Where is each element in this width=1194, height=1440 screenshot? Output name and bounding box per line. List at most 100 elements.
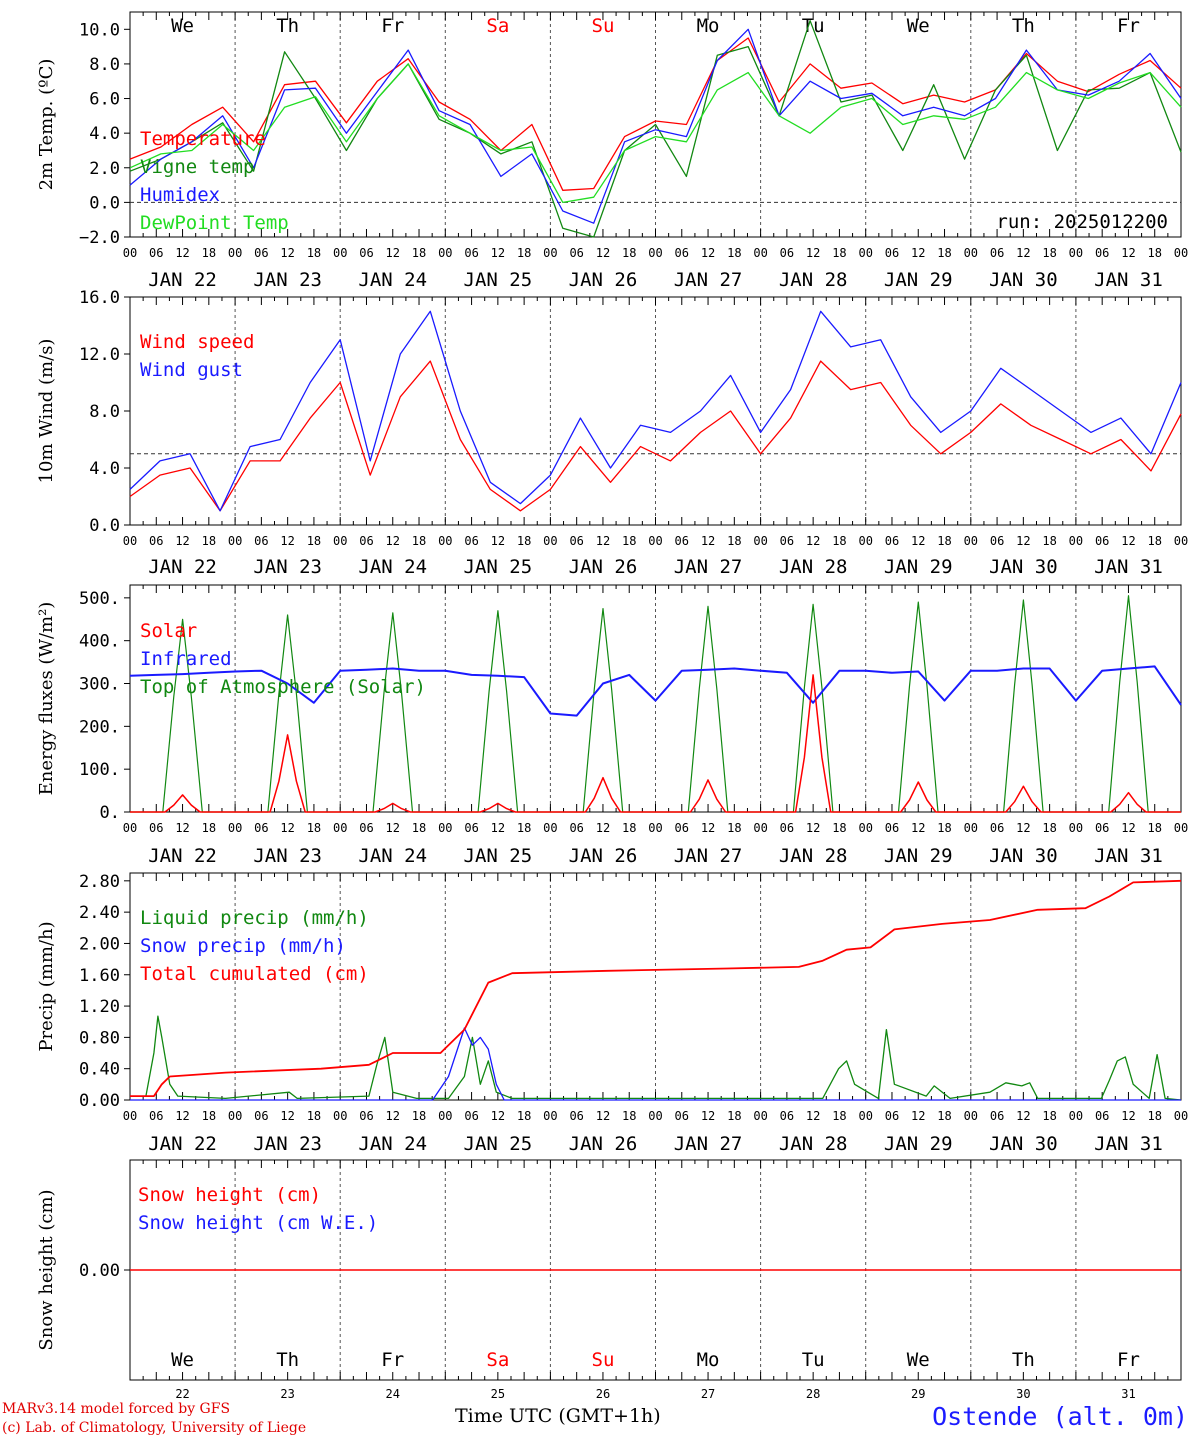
legend-entry: Wind gust [140, 359, 243, 381]
hour-label: 12 [1121, 246, 1135, 260]
hour-label: 18 [307, 534, 321, 548]
date-label: JAN 24 [358, 556, 427, 578]
hour-label: 06 [675, 1109, 689, 1123]
hour-label: 18 [622, 821, 636, 835]
hour-label: 12 [175, 821, 189, 835]
hour-label: 00 [438, 534, 452, 548]
panel-snow: 0.00 Snow height (cm) Snow height (cm) Snow… [36, 1159, 1182, 1401]
hour-label: 06 [359, 534, 373, 548]
hour-label: 06 [1095, 821, 1109, 835]
x-axis-title: Time UTC (GMT+1h) [455, 1405, 661, 1427]
y-tick-label: 400. [79, 632, 120, 652]
hour-label: 18 [517, 1109, 531, 1123]
date-label: JAN 29 [884, 1133, 953, 1155]
y-tick-label: 1.20 [79, 997, 120, 1017]
hour-label: 12 [280, 821, 294, 835]
legend-entry: Temperature [140, 128, 266, 150]
date-label: JAN 22 [148, 556, 217, 578]
hour-label: 06 [885, 246, 899, 260]
hour-label: 00 [858, 821, 872, 835]
weekday-label: Sa [486, 1349, 509, 1371]
hour-label: 18 [412, 1109, 426, 1123]
weekday-label: We [171, 1349, 194, 1371]
hour-label: 18 [517, 246, 531, 260]
hour-label: 00 [1069, 1109, 1083, 1123]
hour-label: 00 [753, 1109, 767, 1123]
hour-label: 18 [412, 534, 426, 548]
hour-label: 12 [386, 246, 400, 260]
hour-label: 00 [964, 821, 978, 835]
hour-label: 18 [1042, 1109, 1056, 1123]
date-label: JAN 22 [148, 845, 217, 867]
weekday-label: Th [276, 1349, 299, 1371]
date-label: JAN 29 [884, 556, 953, 578]
weekday-label: Th [1012, 1349, 1035, 1371]
y-tick-label: 10.0 [79, 20, 120, 40]
y-axis-title: Snow height (cm) [36, 1189, 57, 1350]
hour-label: 06 [990, 534, 1004, 548]
panel-wind: 00 06 12 18 JAN 22 00 06 12 18 JAN 23 00 06 12 18 JAN … [36, 288, 1188, 578]
hour-label: 18 [307, 246, 321, 260]
y-tick-label: 0.0 [89, 193, 120, 213]
date-label: JAN 28 [779, 269, 848, 291]
hour-label: 18 [202, 534, 216, 548]
day-number: 25 [491, 1387, 505, 1401]
hour-label: 12 [386, 821, 400, 835]
hour-label: 12 [491, 534, 505, 548]
series-line [129, 63, 1182, 204]
date-label: JAN 31 [1094, 269, 1163, 291]
run-annotation: run: 2025012200 [996, 211, 1168, 233]
day-number: 26 [596, 1387, 610, 1401]
panel-energy: 00 06 12 18 JAN 22 00 06 12 18 JAN 23 00 06 12 18 JAN … [36, 584, 1188, 867]
y-tick-label: 6.0 [89, 90, 120, 110]
hour-label: 12 [1016, 821, 1030, 835]
legend-entry: Liquid precip (mm/h) [140, 907, 369, 929]
weekday-label: Th [276, 15, 299, 37]
credit-line-1: MARv3.14 model forced by GFS [2, 1401, 231, 1417]
hour-label: 00 [648, 534, 662, 548]
date-label: JAN 30 [989, 269, 1058, 291]
hour-label: 12 [806, 534, 820, 548]
date-label: JAN 31 [1094, 845, 1163, 867]
hour-label: 12 [806, 246, 820, 260]
date-label: JAN 27 [674, 556, 743, 578]
weekday-label: Su [592, 15, 615, 37]
legend-entry: Solar [140, 620, 197, 642]
hour-label: 00 [1174, 246, 1188, 260]
hour-label: 06 [1095, 1109, 1109, 1123]
y-tick-label: 0.40 [79, 1060, 120, 1080]
day-number: 27 [701, 1387, 715, 1401]
hour-label: 06 [464, 246, 478, 260]
legend-entry: DewPoint Temp [140, 212, 289, 234]
panel-precip: 00 06 12 18 JAN 22 00 06 12 18 JAN 23 00 06 12 18 JAN … [36, 872, 1188, 1155]
hour-label: 12 [596, 1109, 610, 1123]
date-label: JAN 28 [779, 556, 848, 578]
hour-label: 18 [622, 246, 636, 260]
hour-label: 12 [280, 534, 294, 548]
weekday-label: Sa [486, 15, 509, 37]
weekday-label: Fr [381, 1349, 404, 1371]
hour-label: 00 [1174, 534, 1188, 548]
y-axis-title: 10m Wind (m/s) [36, 339, 57, 484]
hour-label: 12 [280, 246, 294, 260]
hour-label: 12 [596, 534, 610, 548]
hour-label: 00 [228, 246, 242, 260]
hour-label: 00 [753, 821, 767, 835]
hour-label: 12 [806, 1109, 820, 1123]
hour-label: 18 [727, 246, 741, 260]
hour-label: 06 [254, 534, 268, 548]
date-label: JAN 23 [253, 1133, 322, 1155]
hour-label: 00 [438, 821, 452, 835]
y-tick-label: 12.0 [79, 345, 120, 365]
y-tick-label: 100. [79, 760, 120, 780]
hour-label: 06 [149, 821, 163, 835]
hour-label: 00 [858, 246, 872, 260]
weekday-label: Fr [381, 15, 404, 37]
hour-label: 12 [701, 1109, 715, 1123]
date-label: JAN 22 [148, 1133, 217, 1155]
y-tick-label: 4.0 [89, 124, 120, 144]
legend-entry: Snow height (cm W.E.) [138, 1212, 378, 1234]
hour-label: 12 [806, 821, 820, 835]
series-line [129, 360, 1182, 512]
hour-label: 00 [753, 534, 767, 548]
